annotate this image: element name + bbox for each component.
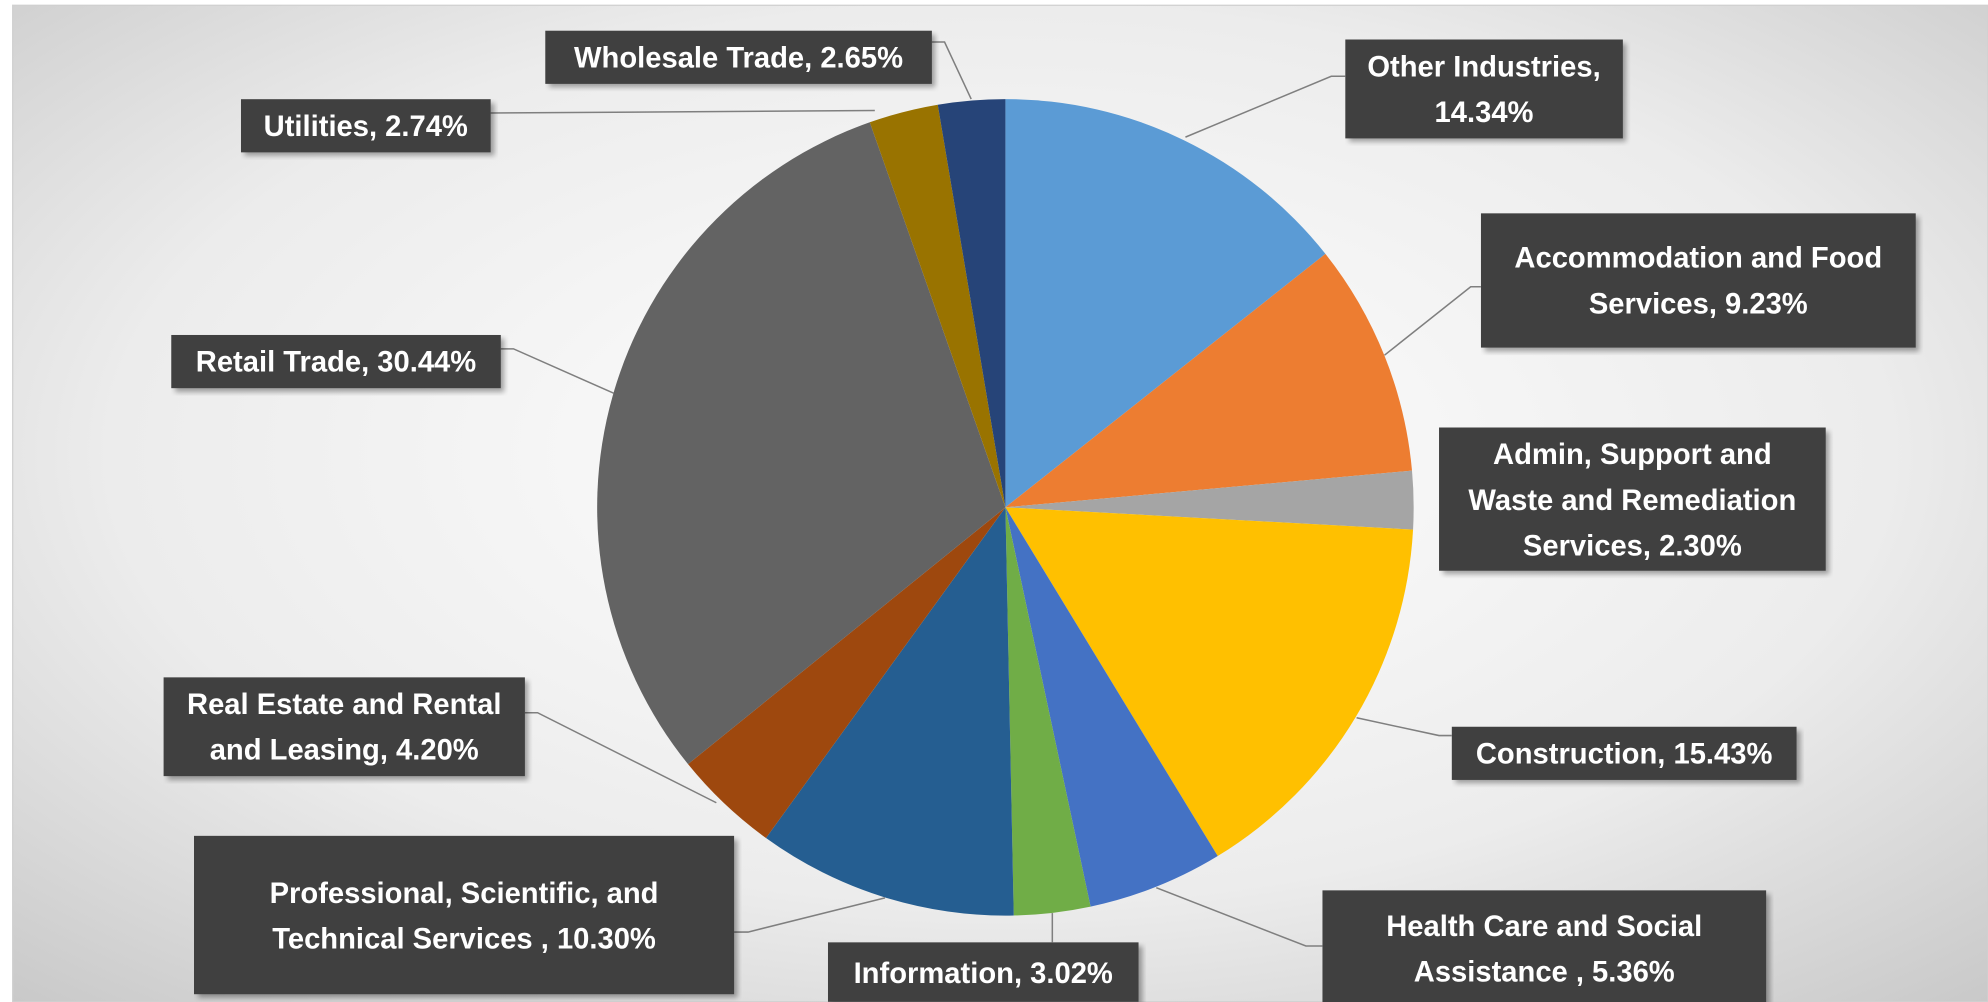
leader-line [734, 897, 886, 933]
pie-slice [937, 99, 1006, 508]
data-label-box: Admin, Support and Waste and Remediation… [1439, 427, 1826, 571]
data-label: Health Care and Social Assistance , 5.36… [1322, 890, 1767, 1002]
data-label-box: Information, 3.02% [827, 942, 1139, 1002]
pie-slice [1005, 507, 1218, 907]
data-label-box: Accommodation and Food Services, 9.23% [1480, 213, 1916, 348]
leader-line [1185, 75, 1346, 138]
slices [597, 99, 1414, 916]
data-label: Construction, 15.43% [1451, 726, 1797, 780]
leader-lines [490, 41, 1481, 947]
data-label: Professional, Scientific, and Technical … [193, 835, 735, 995]
data-label-box: Wholesale Trade, 2.65% [545, 30, 932, 84]
data-label: Accommodation and Food Services, 9.23% [1480, 213, 1916, 348]
leader-line [1356, 717, 1452, 737]
data-label: Wholesale Trade, 2.65% [545, 30, 932, 84]
leader-line [490, 109, 875, 114]
leader-line [1384, 285, 1481, 356]
data-label-box: Construction, 15.43% [1451, 726, 1797, 780]
pie-slice [1005, 99, 1326, 508]
pie-slice [765, 507, 1014, 916]
data-label: Admin, Support and Waste and Remediation… [1439, 427, 1826, 571]
data-labels: Other Industries, 14.34% Accommodation an… [163, 30, 1916, 1002]
data-label-box: Health Care and Social Assistance , 5.36… [1322, 890, 1767, 1002]
data-label-box: Other Industries, 14.34% [1345, 39, 1623, 139]
data-label: Utilities, 2.74% [240, 99, 491, 153]
pie-slice [1005, 507, 1414, 857]
leader-line [524, 711, 717, 804]
data-label-box: Real Estate and Rental and Leasing, 4.20… [163, 677, 525, 777]
leader-line [1156, 886, 1323, 947]
data-label-box: Utilities, 2.74% [240, 99, 491, 153]
data-label-box: Professional, Scientific, and Technical … [193, 835, 735, 995]
leader-line [500, 348, 614, 394]
data-label-box: Retail Trade, 30.44% [171, 334, 501, 389]
pie-slice [688, 507, 1006, 839]
pie-slice [597, 122, 1006, 765]
pie-slice [1005, 253, 1413, 508]
pie-slice [869, 104, 1006, 508]
data-label: Information, 3.02% [827, 942, 1139, 1002]
pie-slice [1005, 507, 1091, 916]
data-label: Other Industries, 14.34% [1345, 39, 1623, 139]
leader-line [931, 41, 972, 100]
data-label: Retail Trade, 30.44% [171, 334, 501, 389]
data-label: Real Estate and Rental and Leasing, 4.20… [163, 677, 525, 777]
pie-slice [1005, 470, 1414, 530]
